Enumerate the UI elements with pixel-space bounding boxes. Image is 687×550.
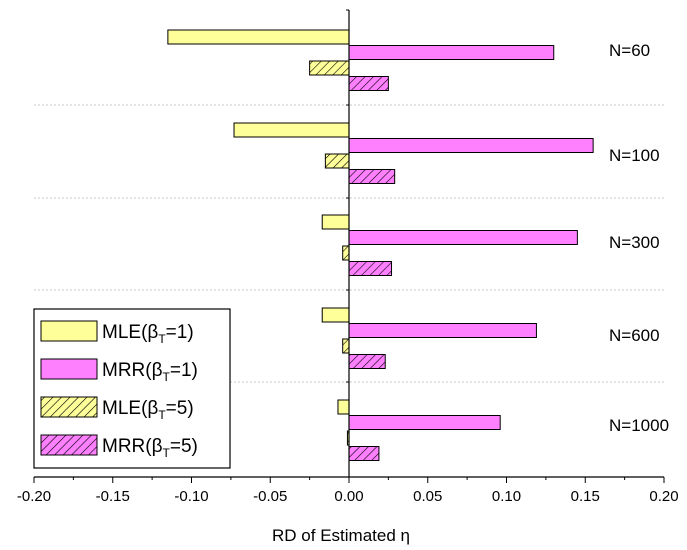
group-label-n100: N=100 bbox=[609, 146, 660, 165]
x-tick-label: 0.00 bbox=[334, 488, 363, 505]
bar-n600-series-0 bbox=[321, 307, 350, 323]
bar-n60-series-0 bbox=[167, 29, 350, 45]
x-tick-label: -0.15 bbox=[96, 488, 130, 505]
group-label-n600: N=600 bbox=[609, 326, 660, 345]
x-ticks: -0.20 -0.15 -0.10 -0.05 0.00 0.05 0.10 0.15 0.20 bbox=[17, 477, 679, 505]
legend-label-2: MLE(βT=5) bbox=[102, 398, 194, 422]
group-label-n1000: N=1000 bbox=[609, 416, 669, 435]
legend-swatch-0 bbox=[40, 320, 98, 342]
legend-label-1: MRR(βT=1) bbox=[102, 360, 198, 384]
group-label-n60: N=60 bbox=[609, 41, 650, 60]
bar-n1000-series-3 bbox=[348, 446, 380, 461]
bar-n300-series-1 bbox=[348, 230, 578, 245]
bar-n60-series-3 bbox=[348, 76, 389, 91]
bar-n1000-series-1 bbox=[348, 415, 501, 430]
x-tick-label: -0.05 bbox=[253, 488, 287, 505]
legend-swatch-3 bbox=[40, 434, 98, 456]
x-axis-title: RD of Estimated η bbox=[272, 526, 410, 545]
legend-swatch-1 bbox=[40, 358, 98, 380]
bar-n600-series-3 bbox=[348, 354, 386, 369]
group-labels: N=60 N=100 N=300 N=600 N=1000 bbox=[609, 41, 669, 435]
x-tick-label: -0.10 bbox=[174, 488, 208, 505]
legend: MLE(βT=1) MRR(βT=1) MLE(βT=5) MRR(βT=5) bbox=[33, 308, 231, 469]
bar-n300-series-3 bbox=[348, 261, 393, 276]
x-tick-label: 0.05 bbox=[413, 488, 442, 505]
bar-n100-series-1 bbox=[348, 138, 594, 153]
bar-n60-series-1 bbox=[348, 45, 555, 60]
x-tick-label: 0.20 bbox=[649, 488, 678, 505]
bar-n1000-series-0 bbox=[337, 399, 350, 415]
bar-n100-series-2 bbox=[324, 153, 350, 169]
bar-n100-series-0 bbox=[233, 122, 350, 138]
bar-n300-series-2 bbox=[342, 245, 350, 261]
x-tick-label: -0.20 bbox=[17, 488, 51, 505]
bar-n100-series-3 bbox=[348, 169, 396, 184]
bar-n300-series-0 bbox=[321, 214, 350, 230]
legend-swatch-2 bbox=[40, 396, 98, 418]
x-tick-label: 0.15 bbox=[571, 488, 600, 505]
bars bbox=[167, 29, 594, 461]
legend-label-0: MLE(βT=1) bbox=[102, 322, 194, 346]
bar-n600-series-1 bbox=[348, 323, 537, 338]
legend-label-3: MRR(βT=5) bbox=[102, 436, 198, 460]
group-label-n300: N=300 bbox=[609, 233, 660, 252]
x-tick-label: 0.10 bbox=[492, 488, 521, 505]
bar-n600-series-2 bbox=[342, 338, 350, 354]
bar-n60-series-2 bbox=[309, 60, 350, 76]
